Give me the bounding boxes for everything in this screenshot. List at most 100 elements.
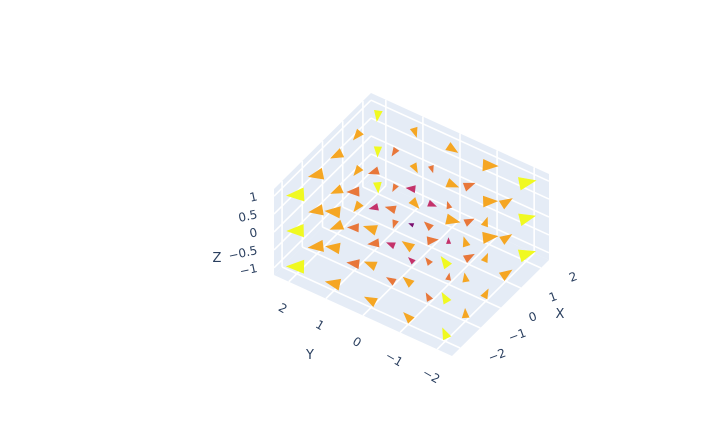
cone-marker (329, 219, 345, 230)
cone-marker (392, 183, 399, 193)
cone-marker (308, 204, 324, 216)
z-gridline-left (273, 135, 372, 233)
cone-marker (445, 213, 461, 225)
cone-marker (367, 238, 380, 248)
z-gridline-left (273, 153, 372, 251)
cone-marker (427, 199, 437, 207)
cone-marker (462, 272, 470, 283)
cone-marker (367, 166, 380, 175)
y-tick-label: 1 (313, 317, 327, 333)
cone-marker (462, 236, 471, 248)
z-gridline-right (370, 153, 550, 236)
cone-marker (518, 213, 536, 226)
cone-marker (427, 164, 434, 174)
y-gridline-floor (288, 185, 387, 283)
cone-marker (498, 269, 513, 282)
cone-marker (307, 167, 325, 180)
cone-marker (423, 221, 434, 232)
cone-marker (363, 296, 378, 308)
y-axis-title: Y (305, 348, 314, 363)
cone-marker (392, 219, 399, 229)
cone-marker (405, 185, 416, 193)
cone-marker (346, 223, 359, 233)
cone-marker (408, 223, 415, 228)
cone-marker (285, 187, 305, 202)
cone-marker (442, 327, 452, 341)
cone-marker (445, 142, 459, 153)
cone-marker (409, 126, 418, 138)
cone-marker (462, 182, 476, 192)
cone-marker (362, 225, 378, 236)
y-gridline-floor (325, 202, 424, 300)
z-tick-label: −0.5 (227, 243, 258, 263)
z-axis-title: Z (213, 251, 222, 266)
cone-marker (480, 216, 488, 228)
cone-marker (307, 239, 324, 252)
z-tick-label: 0.5 (237, 207, 259, 225)
cone-marker (386, 242, 396, 250)
y-tick-label: −1 (383, 348, 405, 369)
z-gridline-left (273, 171, 372, 269)
y-tick-label: 0 (350, 334, 364, 350)
cone-marker (462, 253, 475, 264)
cone-marker (285, 259, 305, 274)
z-gridline-right (370, 171, 550, 254)
cone-marker (352, 128, 364, 141)
cone-marker (330, 148, 345, 159)
x-tick-label: −2 (486, 346, 507, 365)
z-gridline-left (273, 99, 372, 197)
cone-marker (409, 162, 418, 174)
cone-marker (499, 234, 513, 245)
x-tick-label: 2 (567, 269, 579, 285)
y-tick-label: −2 (420, 365, 442, 386)
cone-marker (403, 311, 415, 324)
cone-marker (518, 177, 537, 191)
cone-marker (445, 178, 460, 188)
cone-marker (498, 198, 513, 210)
cone-marker (324, 278, 342, 291)
cone-marker (441, 291, 452, 305)
cone-marker (480, 288, 489, 300)
cone-marker (482, 195, 499, 208)
cone-marker (286, 223, 304, 238)
cone-marker (426, 236, 439, 246)
cone-marker (324, 206, 341, 219)
axis-titles: X Y Z (213, 251, 565, 363)
cone-marker (368, 203, 379, 211)
cone-marker (346, 259, 360, 270)
y-gridline-floor (362, 218, 461, 317)
x-tick-label: 1 (547, 289, 559, 305)
y-tick-label: 2 (276, 300, 290, 316)
cone-marker (461, 307, 470, 319)
cone-marker (482, 159, 499, 172)
cone-marker (440, 256, 453, 270)
cone-marker (353, 200, 364, 213)
cone-marker (391, 146, 400, 157)
z-gridline-left (273, 117, 372, 215)
cone-marker (480, 252, 489, 264)
cone-marker (402, 276, 415, 288)
y-gridline-floor (436, 252, 535, 350)
cone-marker (425, 257, 433, 266)
cone-marker (325, 242, 341, 255)
cone-marker (408, 197, 420, 209)
z-tick-label: −1 (238, 261, 258, 278)
cone-marker (445, 272, 451, 281)
cone-marker (446, 201, 453, 210)
cone-marker (425, 292, 434, 302)
z-gridline-right (370, 99, 550, 182)
z-gridline-right (370, 135, 550, 218)
cone-marker (407, 257, 416, 265)
x-axis-title: X (556, 307, 565, 322)
cone-marker (346, 186, 360, 197)
cone-marker (446, 237, 452, 244)
cone-marker (330, 184, 344, 194)
cone-marker (373, 146, 383, 158)
z-tick-label: 0 (248, 225, 258, 240)
y-gridline-floor (399, 235, 498, 333)
cone-marker (373, 181, 382, 194)
z-gridline-right (370, 117, 550, 200)
cone-markers (285, 109, 537, 341)
